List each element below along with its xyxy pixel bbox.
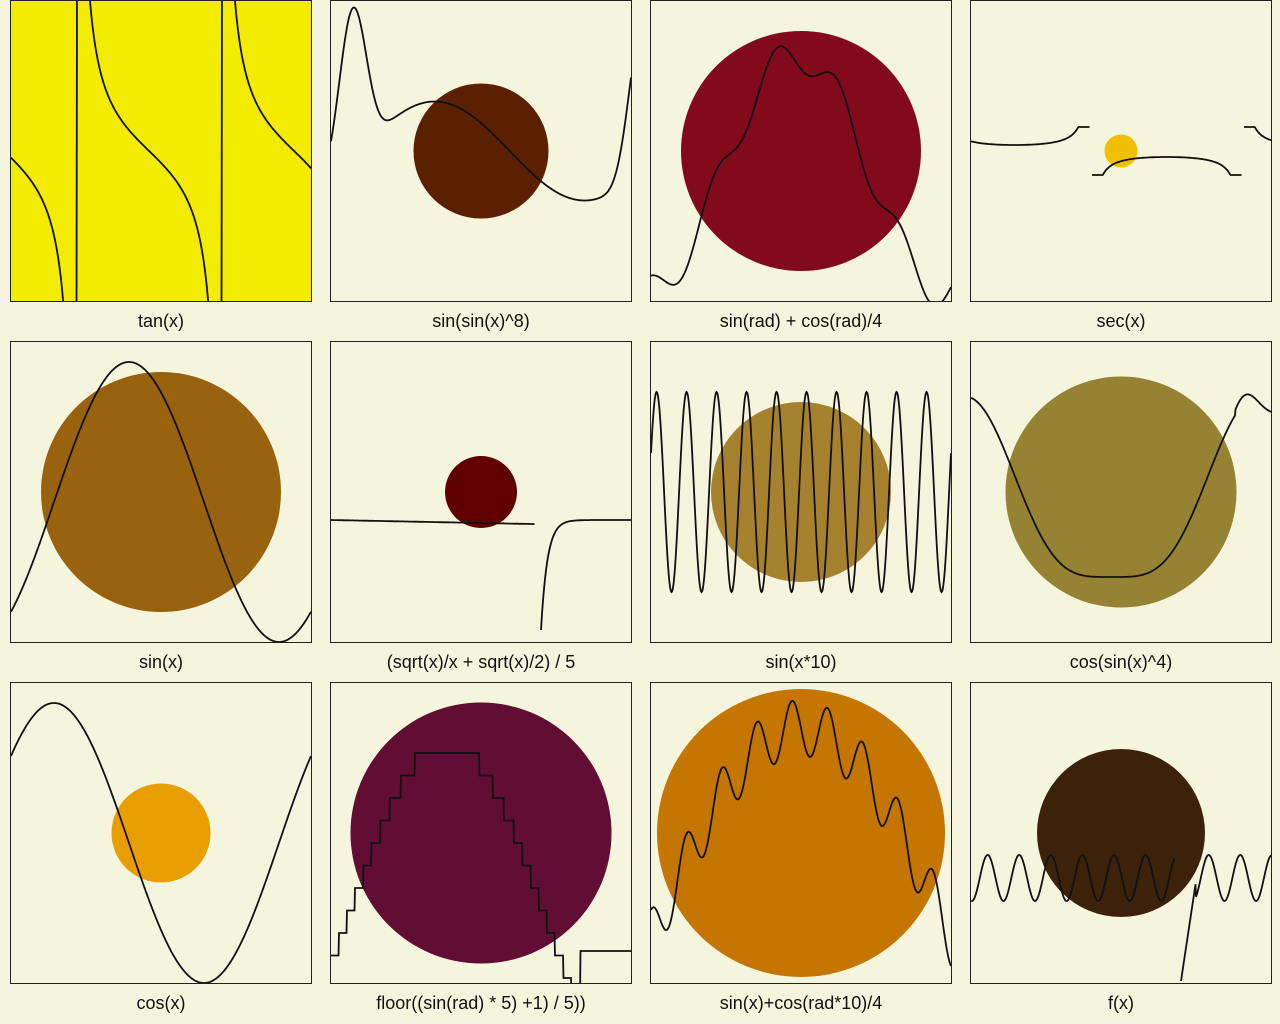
plot-svg <box>330 341 632 643</box>
plot-svg <box>330 0 632 302</box>
plot-svg <box>10 341 312 643</box>
plot-svg <box>10 0 312 302</box>
function-curve <box>11 1 311 301</box>
filled-circle <box>1104 134 1138 168</box>
filled-circle <box>350 702 612 964</box>
plot-svg <box>10 682 312 984</box>
panel-border <box>10 341 312 643</box>
function-curve <box>971 126 1271 176</box>
function-label: sin(rad) + cos(rad)/4 <box>719 311 883 331</box>
panel-border <box>10 682 312 984</box>
function-label: f(x) <box>1108 993 1134 1013</box>
plot-svg <box>970 341 1272 643</box>
panel-border <box>330 682 632 984</box>
plot-area <box>970 682 1272 984</box>
function-label: sin(x)+cos(rad*10)/4 <box>719 993 883 1013</box>
function-label: floor((sin(rad) * 5) +1) / 5)) <box>376 993 586 1013</box>
function-label: sin(x*10) <box>765 652 837 672</box>
plot-svg <box>970 0 1272 302</box>
function-label: (sqrt(x)/x + sqrt(x)/2) / 5 <box>386 652 576 672</box>
panel-border <box>10 0 312 302</box>
filled-circle <box>413 83 549 219</box>
function-curve <box>11 361 311 642</box>
plot-area <box>970 341 1272 643</box>
plot-area <box>330 682 632 984</box>
function-curve <box>11 702 311 983</box>
plot-area <box>330 0 632 302</box>
plot-area <box>10 341 312 643</box>
plot-area <box>10 682 312 984</box>
function-label: cos(x) <box>136 993 186 1013</box>
function-label: tan(x) <box>137 311 184 331</box>
plot-area <box>330 341 632 643</box>
function-label: sin(x) <box>139 652 183 672</box>
plot-svg <box>970 682 1272 984</box>
filled-circle <box>445 456 517 528</box>
filled-circle <box>1005 376 1237 608</box>
filled-circle <box>1037 749 1205 917</box>
plot-svg <box>650 0 952 302</box>
filled-circle <box>681 31 921 271</box>
function-curve <box>651 390 951 594</box>
plot-area <box>650 341 952 643</box>
panel-border <box>330 0 632 302</box>
plot-svg <box>330 682 632 984</box>
filled-circle <box>657 689 945 977</box>
panel-border <box>650 682 952 984</box>
function-curve <box>651 700 951 967</box>
filled-circle <box>41 372 281 612</box>
function-label: cos(sin(x)^4) <box>1069 652 1173 672</box>
filled-circle <box>711 402 891 582</box>
function-curve <box>331 6 631 202</box>
plot-svg <box>650 341 952 643</box>
panel-border <box>650 0 952 302</box>
function-curve <box>651 45 951 301</box>
plot-svg <box>650 682 952 984</box>
function-curve <box>971 393 1271 578</box>
panel-border <box>970 341 1272 643</box>
panel-border <box>970 682 1272 984</box>
plot-area <box>970 0 1272 302</box>
function-curve <box>331 519 631 631</box>
panel-border <box>970 0 1272 302</box>
panel-border <box>650 341 952 643</box>
function-curve <box>331 752 631 983</box>
function-label: sin(sin(x)^8) <box>432 311 530 331</box>
filled-circle <box>111 783 211 883</box>
plot-area <box>650 0 952 302</box>
plot-area <box>10 0 312 302</box>
function-curve <box>971 854 1271 982</box>
panel-border <box>330 341 632 643</box>
function-label: sec(x) <box>1096 311 1146 331</box>
plot-area <box>650 682 952 984</box>
filled-shape <box>11 1 311 301</box>
